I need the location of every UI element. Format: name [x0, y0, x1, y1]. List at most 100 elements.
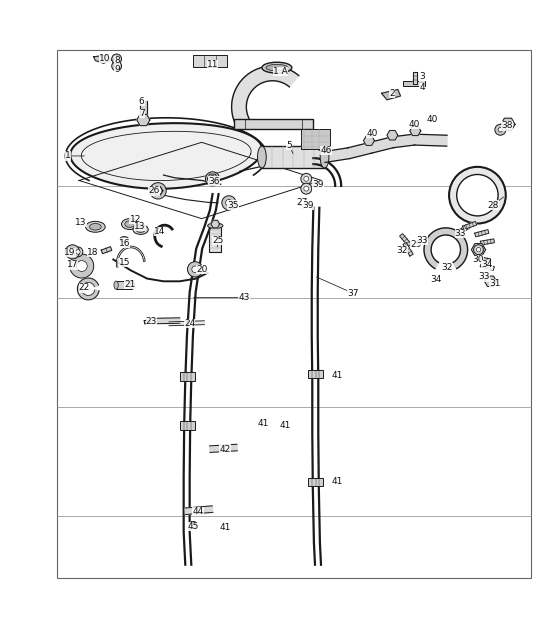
Text: 33: 33 — [455, 229, 467, 238]
Polygon shape — [153, 187, 163, 195]
Text: 4: 4 — [420, 84, 425, 92]
Ellipse shape — [114, 281, 118, 290]
Polygon shape — [94, 55, 112, 63]
Circle shape — [304, 176, 308, 181]
Polygon shape — [424, 228, 468, 269]
Polygon shape — [392, 134, 415, 148]
Text: 41: 41 — [258, 418, 269, 428]
Ellipse shape — [122, 219, 138, 229]
Text: 12: 12 — [130, 215, 141, 224]
Ellipse shape — [133, 225, 148, 234]
Text: 36: 36 — [208, 176, 220, 185]
Polygon shape — [501, 118, 515, 131]
Text: 25: 25 — [213, 236, 223, 245]
Circle shape — [449, 167, 506, 224]
Bar — [308, 477, 323, 486]
Polygon shape — [382, 89, 401, 100]
Polygon shape — [480, 239, 494, 245]
Text: 1: 1 — [65, 151, 71, 160]
Polygon shape — [140, 102, 147, 120]
Ellipse shape — [208, 223, 223, 229]
Text: 46: 46 — [320, 146, 331, 155]
Circle shape — [222, 196, 236, 210]
Polygon shape — [101, 247, 112, 254]
Polygon shape — [414, 72, 417, 84]
Text: 33: 33 — [478, 273, 490, 281]
Text: 43: 43 — [239, 293, 250, 302]
Bar — [193, 55, 227, 67]
Text: 31: 31 — [489, 279, 501, 288]
Polygon shape — [475, 230, 489, 237]
Text: 18: 18 — [87, 248, 99, 257]
Text: 1 A: 1 A — [273, 67, 288, 76]
Text: 11: 11 — [207, 60, 219, 69]
Text: 21: 21 — [124, 279, 135, 288]
Text: 41: 41 — [331, 371, 342, 379]
Ellipse shape — [258, 146, 267, 168]
Text: 34: 34 — [481, 261, 492, 269]
Text: 14: 14 — [154, 227, 165, 236]
Circle shape — [474, 245, 483, 254]
Polygon shape — [210, 444, 237, 452]
Ellipse shape — [320, 146, 329, 168]
Text: 3: 3 — [420, 72, 425, 82]
Text: 10: 10 — [99, 54, 111, 63]
Text: 19: 19 — [64, 248, 76, 257]
Circle shape — [73, 247, 83, 257]
Text: 30: 30 — [473, 255, 485, 264]
Text: 40: 40 — [427, 116, 438, 124]
Circle shape — [112, 54, 122, 64]
Circle shape — [476, 247, 481, 252]
Text: 34: 34 — [431, 274, 441, 284]
Circle shape — [114, 57, 119, 61]
Text: 7: 7 — [139, 109, 144, 118]
Polygon shape — [480, 263, 494, 270]
Text: 41: 41 — [331, 477, 342, 486]
Polygon shape — [370, 137, 393, 153]
Circle shape — [226, 200, 232, 206]
Circle shape — [76, 250, 80, 254]
Polygon shape — [224, 198, 234, 207]
Circle shape — [301, 173, 312, 184]
Bar — [234, 119, 313, 129]
Polygon shape — [410, 126, 421, 136]
Text: 9: 9 — [114, 65, 120, 74]
Bar — [403, 81, 425, 86]
Text: 29: 29 — [410, 240, 421, 249]
Circle shape — [187, 262, 203, 277]
Text: 37: 37 — [347, 289, 359, 298]
Text: 13: 13 — [75, 218, 87, 227]
Text: 5: 5 — [286, 141, 292, 149]
Text: 6: 6 — [139, 97, 144, 106]
Bar — [209, 225, 221, 252]
Circle shape — [69, 249, 76, 255]
Text: 22: 22 — [79, 283, 90, 293]
Polygon shape — [463, 222, 477, 230]
Text: 13: 13 — [134, 222, 146, 231]
Text: 39: 39 — [312, 180, 324, 189]
Polygon shape — [323, 148, 350, 163]
Polygon shape — [144, 320, 150, 324]
Bar — [180, 421, 195, 430]
Text: 41: 41 — [280, 421, 290, 430]
Bar — [262, 146, 325, 168]
Ellipse shape — [266, 65, 288, 71]
Polygon shape — [185, 506, 213, 514]
Circle shape — [457, 175, 498, 216]
Polygon shape — [232, 66, 299, 127]
Polygon shape — [403, 242, 413, 256]
Circle shape — [65, 245, 80, 259]
Polygon shape — [399, 234, 411, 247]
Text: 16: 16 — [118, 239, 130, 247]
Circle shape — [205, 171, 220, 186]
Circle shape — [150, 183, 166, 199]
Polygon shape — [414, 134, 447, 146]
Bar — [57, 50, 531, 578]
Text: 39: 39 — [302, 200, 314, 210]
Polygon shape — [169, 321, 204, 326]
Text: 35: 35 — [227, 200, 239, 210]
Text: 45: 45 — [188, 522, 199, 531]
Circle shape — [301, 183, 312, 194]
Text: 38: 38 — [501, 121, 513, 131]
Text: 2: 2 — [390, 89, 395, 98]
